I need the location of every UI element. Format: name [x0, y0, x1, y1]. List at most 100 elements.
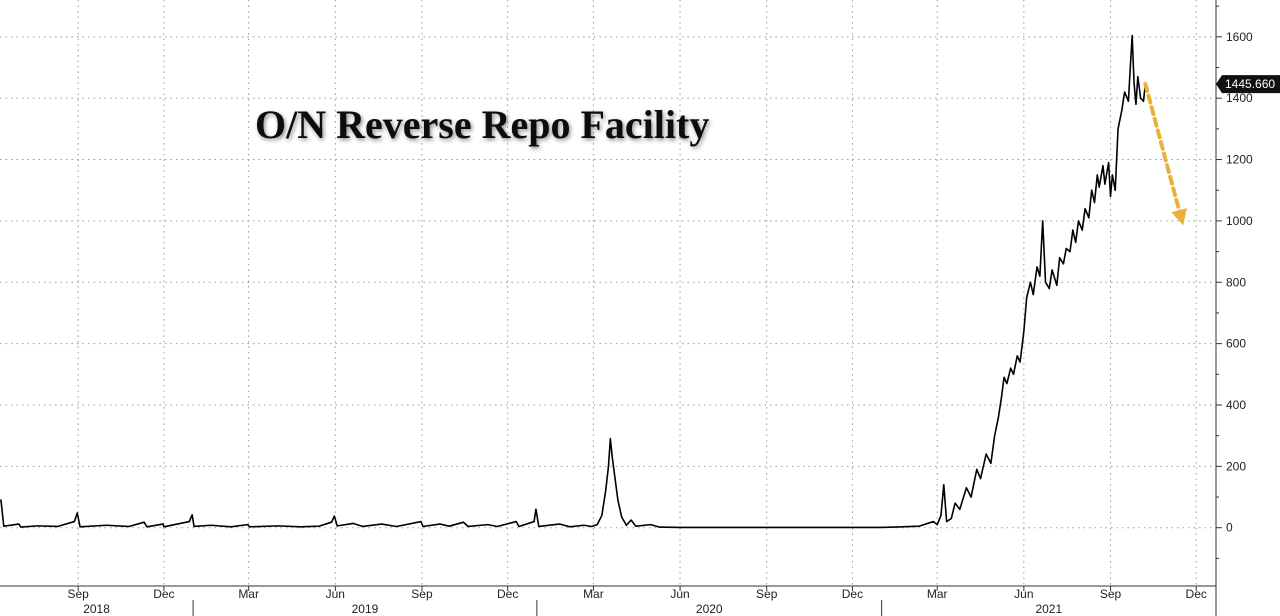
- x-tick-label: Dec: [497, 587, 518, 601]
- data-point: [128, 525, 130, 528]
- data-point: [1114, 189, 1116, 191]
- data-point: [609, 438, 611, 440]
- data-point: [990, 462, 992, 464]
- data-point: [1016, 355, 1018, 357]
- data-point: [1012, 373, 1015, 375]
- x-tick-label: Mar: [927, 587, 948, 601]
- grid-lines: [0, 0, 1216, 586]
- data-point: [380, 523, 383, 525]
- data-point: [515, 520, 517, 523]
- current-value-box: [1216, 75, 1280, 94]
- x-tick-label: Sep: [67, 587, 89, 601]
- data-point: [985, 453, 987, 455]
- data-point: [970, 496, 972, 498]
- data-point: [1104, 183, 1106, 185]
- data-point: [1042, 220, 1044, 222]
- data-point: [611, 456, 613, 458]
- data-point: [1102, 165, 1104, 167]
- data-point: [1135, 103, 1137, 105]
- data-point: [318, 525, 320, 527]
- data-point: [18, 523, 20, 525]
- forecast-arrow-line: [1143, 82, 1187, 226]
- data-point: [601, 514, 603, 517]
- year-label: 2021: [1035, 602, 1062, 616]
- data-point: [1029, 281, 1032, 283]
- data-point: [1137, 76, 1139, 78]
- data-point: [73, 520, 76, 523]
- data-point: [20, 526, 22, 528]
- data-point: [496, 525, 498, 528]
- data-point: [191, 514, 193, 516]
- data-point: [946, 520, 948, 523]
- data-point: [558, 523, 561, 525]
- axes: 0 200 400 600 800 1000 1200 1400 1600 Sep Dec Mar Ju…: [0, 0, 1253, 616]
- data-point: [880, 526, 882, 529]
- data-point: [979, 478, 982, 480]
- data-point: [193, 525, 195, 528]
- data-point: [1131, 34, 1133, 37]
- data-point: [583, 524, 585, 526]
- data-point: [420, 520, 422, 523]
- data-point: [79, 526, 81, 528]
- x-tick-label: Jun: [1014, 587, 1033, 601]
- data-series: [0, 34, 1187, 529]
- data-point: [0, 499, 2, 501]
- data-point: [1059, 257, 1061, 259]
- data-point: [940, 514, 942, 517]
- x-tick-label: Mar: [583, 587, 604, 601]
- data-point: [1062, 263, 1065, 265]
- x-tick-label: Dec: [842, 587, 863, 601]
- data-point: [1039, 275, 1041, 277]
- y-tick-label: 1200: [1226, 153, 1253, 167]
- y-tick-label: 600: [1226, 337, 1246, 351]
- data-point: [1051, 269, 1053, 271]
- data-point: [976, 468, 978, 471]
- data-point: [56, 525, 59, 528]
- data-point: [959, 508, 961, 510]
- data-point: [1096, 174, 1098, 176]
- data-point: [1019, 361, 1021, 363]
- data-point: [1006, 382, 1008, 385]
- data-point: [679, 526, 681, 529]
- data-point: [1026, 297, 1028, 299]
- data-point: [1056, 284, 1058, 286]
- data-point: [1044, 281, 1047, 283]
- data-point: [1081, 229, 1083, 231]
- data-point: [1077, 220, 1080, 222]
- data-point: [936, 524, 938, 526]
- data-point: [1010, 367, 1012, 369]
- y-tick-label: 200: [1226, 459, 1246, 473]
- x-tick-label: Dec: [1186, 587, 1207, 601]
- year-label: 2019: [352, 602, 379, 616]
- data-point: [590, 525, 593, 528]
- data-point: [932, 520, 935, 523]
- data-point: [448, 525, 450, 527]
- y-tick-label: 1600: [1226, 30, 1253, 44]
- data-point: [1109, 195, 1112, 197]
- data-point: [188, 520, 190, 523]
- data-point: [439, 523, 441, 525]
- data-point: [1000, 398, 1002, 400]
- data-point: [1124, 91, 1126, 93]
- data-point: [617, 499, 619, 501]
- data-point: [997, 416, 1000, 418]
- data-point: [630, 519, 632, 521]
- data-point: [607, 465, 610, 467]
- data-point: [230, 526, 232, 528]
- data-point: [994, 435, 996, 437]
- data-point: [650, 524, 652, 526]
- data-point: [1032, 293, 1034, 296]
- data-point: [1121, 109, 1123, 112]
- data-point: [487, 524, 489, 526]
- data-point: [596, 524, 598, 526]
- year-label: 2020: [696, 602, 723, 616]
- data-point: [1084, 208, 1086, 210]
- data-point: [1036, 266, 1038, 268]
- data-point: [395, 525, 398, 528]
- data-point: [535, 508, 537, 510]
- data-point: [954, 502, 956, 504]
- chart-title: O/N Reverse Repo Facility: [255, 102, 709, 147]
- data-point: [210, 524, 212, 526]
- data-point: [1129, 66, 1131, 69]
